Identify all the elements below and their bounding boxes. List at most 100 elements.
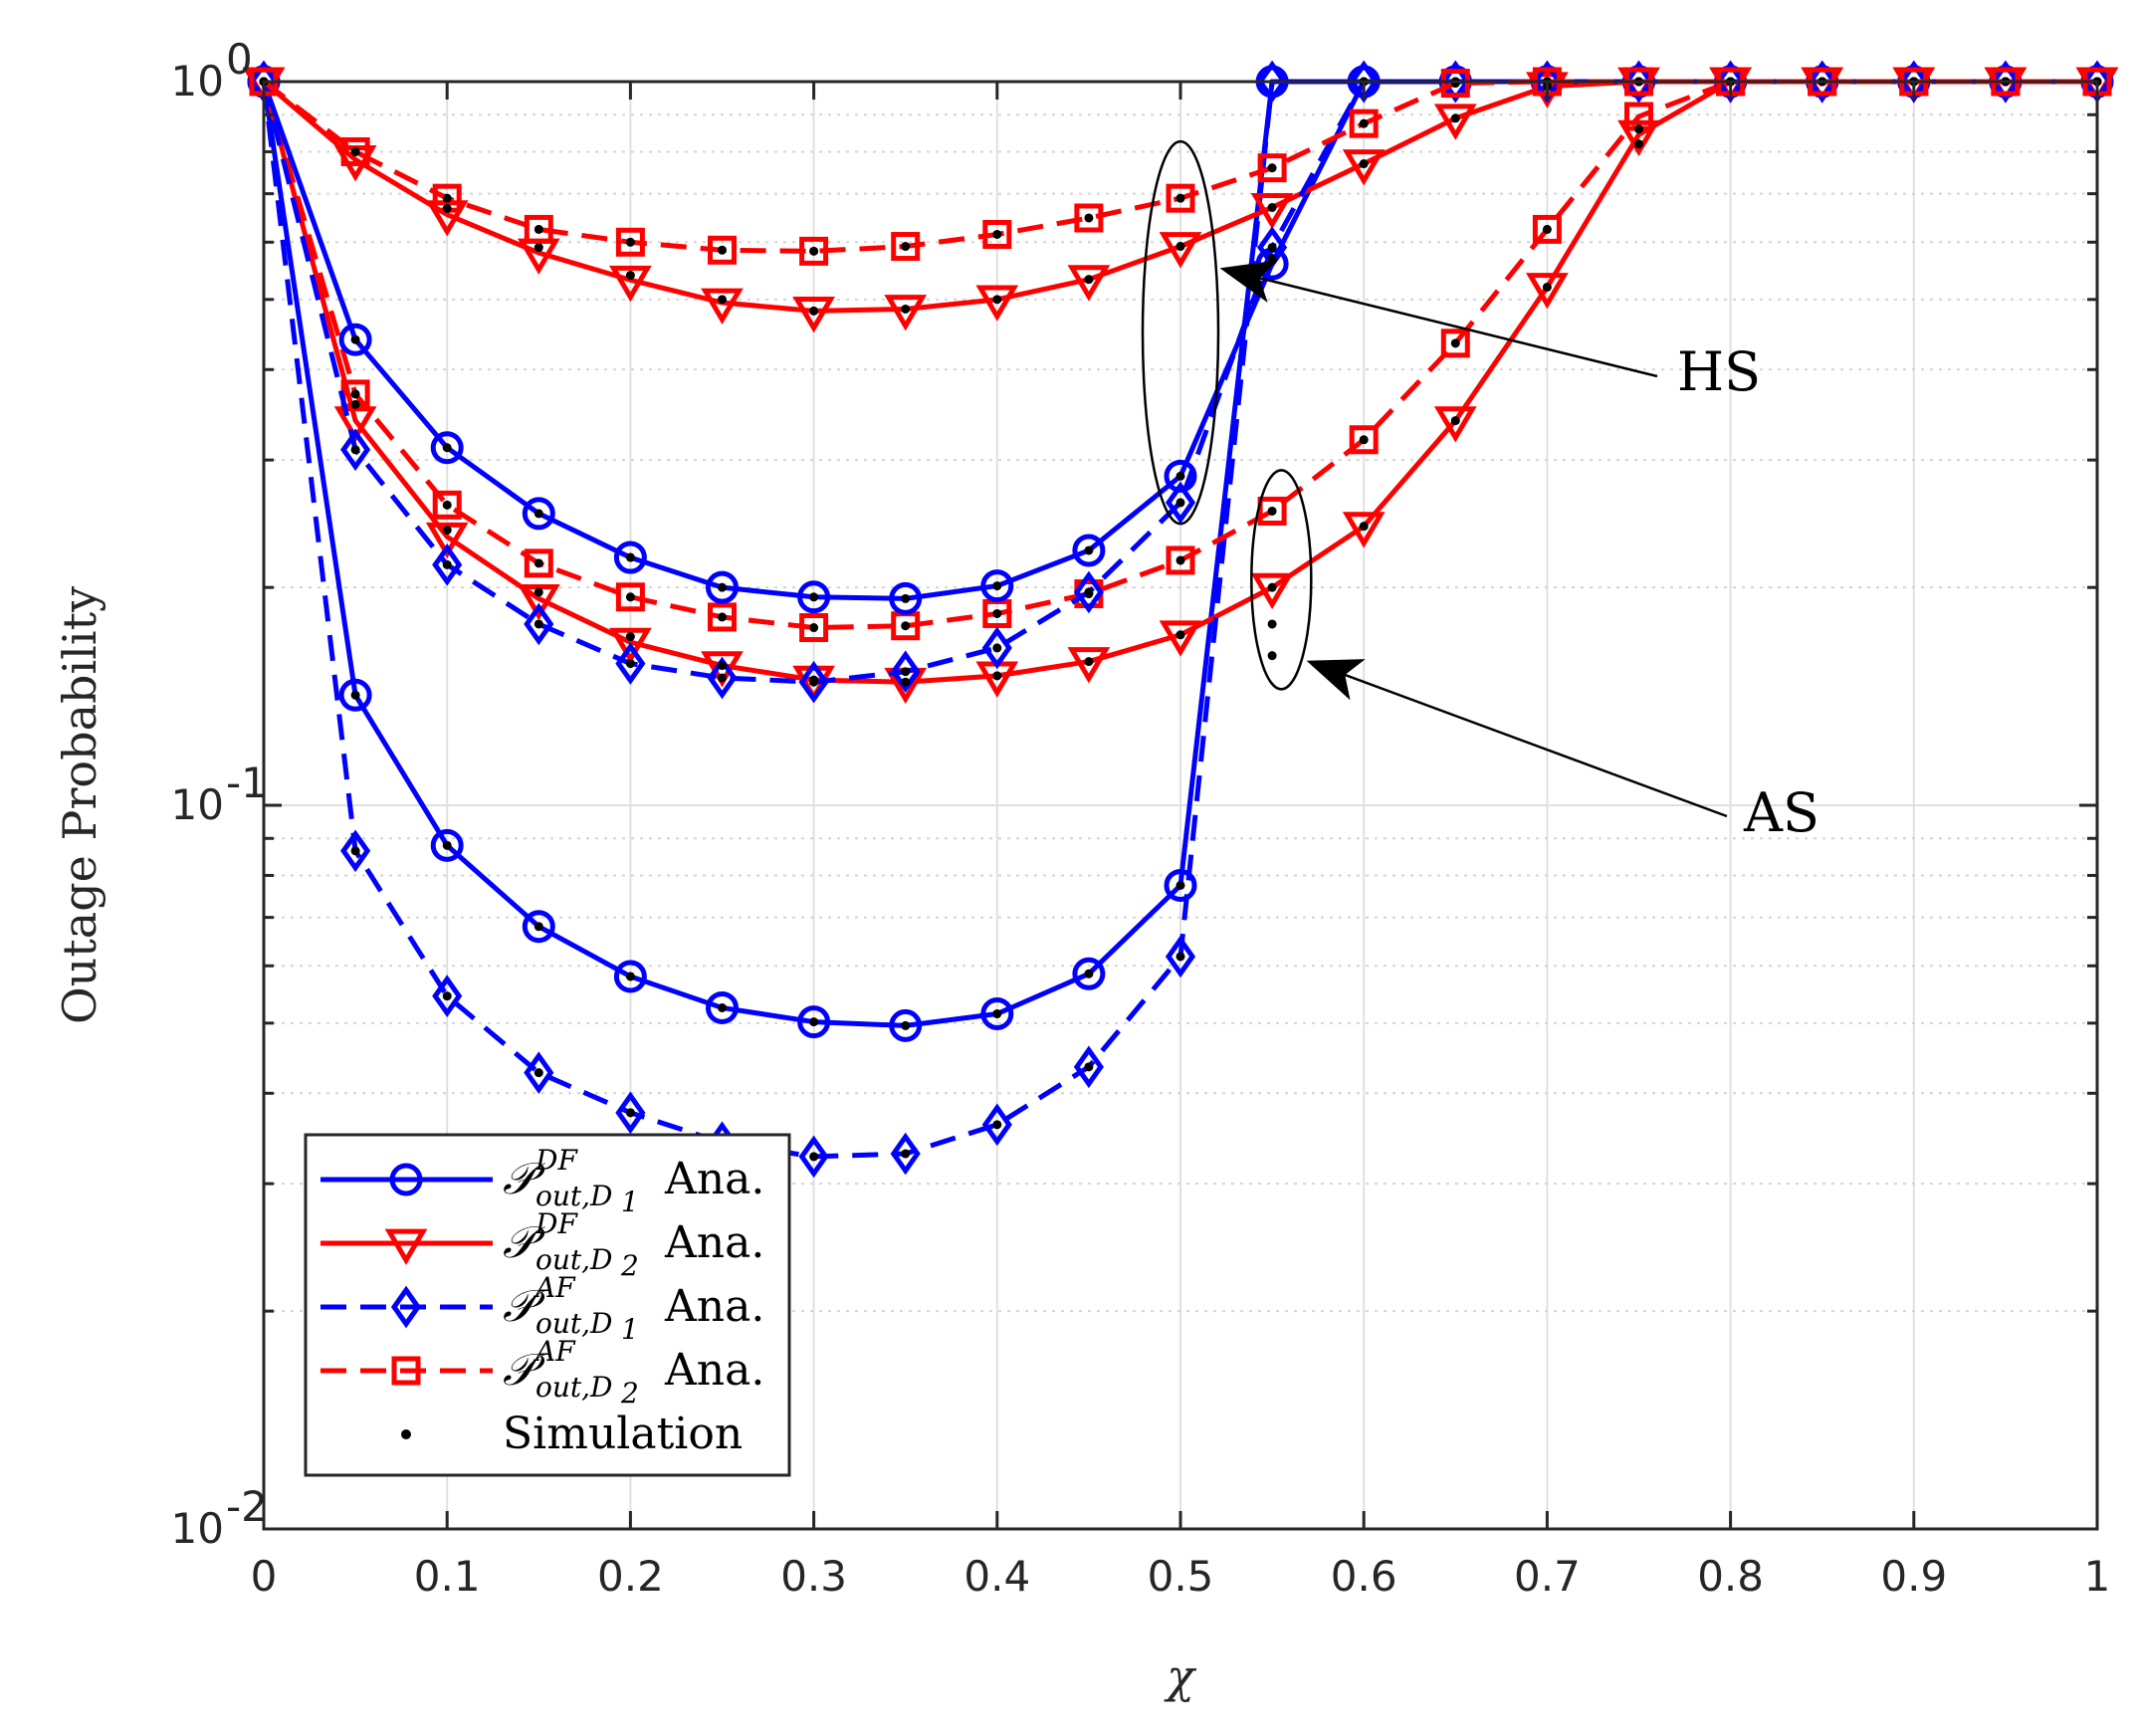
data-point	[1342, 149, 1386, 186]
simulation-point	[1175, 555, 1185, 565]
data-point	[1073, 570, 1104, 614]
simulation-point	[809, 677, 819, 687]
simulation-point	[534, 243, 543, 253]
simulation-point	[350, 445, 360, 455]
simulation-point	[1542, 282, 1552, 292]
data-point	[799, 236, 829, 266]
data-point	[522, 910, 555, 944]
data-point	[1623, 60, 1654, 104]
data-point	[706, 990, 739, 1024]
as-ellipse	[1250, 469, 1313, 691]
legend-marker	[389, 1163, 423, 1196]
data-point	[425, 200, 469, 237]
simulation-point	[534, 922, 543, 932]
data-point	[1257, 496, 1287, 526]
simulation-point	[1542, 224, 1552, 234]
simulation-point	[809, 1152, 819, 1162]
data-point	[707, 656, 738, 700]
legend-suffix: Ana.	[664, 1345, 764, 1396]
simulation-point	[809, 1017, 819, 1027]
simulation-point	[809, 592, 819, 602]
simulation-point	[1634, 139, 1643, 149]
hs-arrow	[1219, 260, 1658, 378]
simulation-point	[534, 224, 543, 234]
data-point	[798, 1135, 829, 1179]
simulation-point	[534, 558, 543, 568]
data-point	[615, 1091, 646, 1135]
data-point	[1257, 153, 1287, 183]
data-point	[432, 975, 463, 1017]
simulation-point	[442, 500, 452, 510]
simulation-point	[625, 972, 635, 981]
legend-marker	[384, 1228, 428, 1265]
data-point	[524, 214, 553, 244]
data-point	[524, 548, 553, 578]
simulation-point	[1634, 124, 1643, 134]
simulation-point	[1084, 657, 1094, 667]
data-point	[1072, 534, 1106, 567]
data-point	[432, 490, 462, 520]
data-point	[891, 232, 921, 262]
simulation-point	[992, 581, 1002, 591]
x-tick-label: 0.1	[414, 1552, 481, 1601]
legend-superscript: DF	[534, 1144, 578, 1177]
simulation-point	[350, 690, 360, 700]
y-tick-label-exponent: -2	[226, 1482, 268, 1531]
data-point	[1440, 60, 1471, 104]
simulation-point	[1267, 243, 1277, 253]
data-point	[1990, 60, 2021, 104]
legend-marker	[390, 1285, 422, 1329]
data-point	[615, 227, 645, 257]
data-point	[1250, 193, 1294, 230]
legend-simulation-dot	[401, 1429, 411, 1439]
as-label: AS	[1743, 781, 1819, 844]
hs-label: HS	[1677, 340, 1761, 403]
y-tick-label-exponent: -1	[226, 759, 268, 807]
simulation-point	[534, 1068, 543, 1078]
simulation-point	[901, 1149, 911, 1159]
data-point	[701, 288, 744, 325]
data-point	[1433, 406, 1477, 443]
simulation-point	[718, 295, 727, 305]
x-tick-label: 0.5	[1148, 1552, 1214, 1601]
simulation-point	[901, 677, 911, 687]
simulation-point	[1084, 969, 1094, 978]
data-point	[981, 1103, 1012, 1147]
simulation-point	[992, 671, 1002, 681]
simulation-point	[1267, 253, 1277, 263]
legend-superscript: AF	[533, 1271, 576, 1304]
simulation-point	[350, 399, 360, 409]
legend-marker	[391, 1356, 421, 1386]
data-point	[1165, 481, 1196, 525]
simulation-point	[992, 229, 1002, 239]
simulation-point	[625, 237, 635, 247]
data-point	[1532, 214, 1562, 244]
y-tick-label: 10	[171, 1504, 224, 1553]
legend-superscript: AF	[533, 1335, 576, 1368]
data-point	[708, 235, 737, 265]
simulation-point	[1359, 159, 1369, 169]
data-point	[797, 580, 831, 614]
data-point	[889, 581, 923, 615]
x-tick-label: 0.8	[1697, 1552, 1764, 1601]
simulation-point	[1175, 952, 1185, 962]
data-point	[982, 219, 1012, 249]
x-tick-label: 0.2	[597, 1552, 664, 1601]
data-point	[1526, 273, 1569, 310]
simulation-point	[901, 621, 911, 631]
simulation-point	[718, 673, 727, 683]
simulation-point	[718, 612, 727, 622]
data-point	[792, 297, 835, 333]
legend-subscript-index: 2	[620, 1377, 639, 1410]
x-tick-label: 0.7	[1514, 1552, 1581, 1601]
legend-simulation-label: Simulation	[503, 1409, 743, 1459]
y-tick-label: 10	[171, 57, 224, 106]
simulation-point	[350, 389, 360, 399]
simulation-point	[1084, 587, 1094, 597]
data-point	[1257, 60, 1288, 104]
data-point	[613, 541, 647, 574]
simulation-point	[1267, 582, 1277, 592]
data-point	[1166, 545, 1195, 575]
simulation-point	[1267, 651, 1277, 661]
data-point	[1342, 512, 1386, 548]
